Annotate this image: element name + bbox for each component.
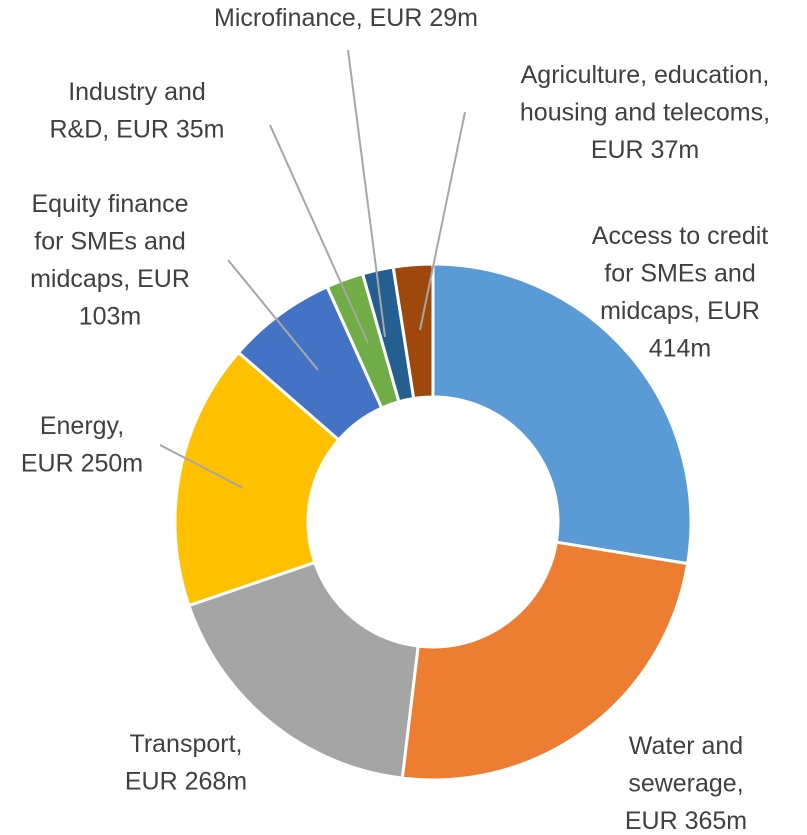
data-label: Water and sewerage, EUR 365m <box>625 732 747 835</box>
data-label: Transport, EUR 268m <box>125 730 247 796</box>
leader-line <box>419 111 466 331</box>
slice <box>400 540 690 782</box>
leader-line <box>347 49 386 338</box>
data-label: Industry and R&D, EUR 35m <box>49 78 224 144</box>
slice <box>391 262 435 401</box>
data-label: Access to credit for SMEs and midcaps, EUR… <box>592 222 769 363</box>
data-label: Equity finance for SMEs and midcaps, EUR 10… <box>30 190 190 331</box>
leader-line <box>227 259 319 371</box>
leader-line <box>269 124 369 344</box>
leader-line <box>159 444 244 489</box>
data-label: Microfinance, EUR 29m <box>214 4 478 32</box>
data-label: Agriculture, education, housing and telec… <box>520 61 770 164</box>
data-label: Energy, EUR 250m <box>21 412 143 478</box>
slice <box>431 262 693 566</box>
slice <box>173 350 341 608</box>
slice <box>186 560 420 780</box>
